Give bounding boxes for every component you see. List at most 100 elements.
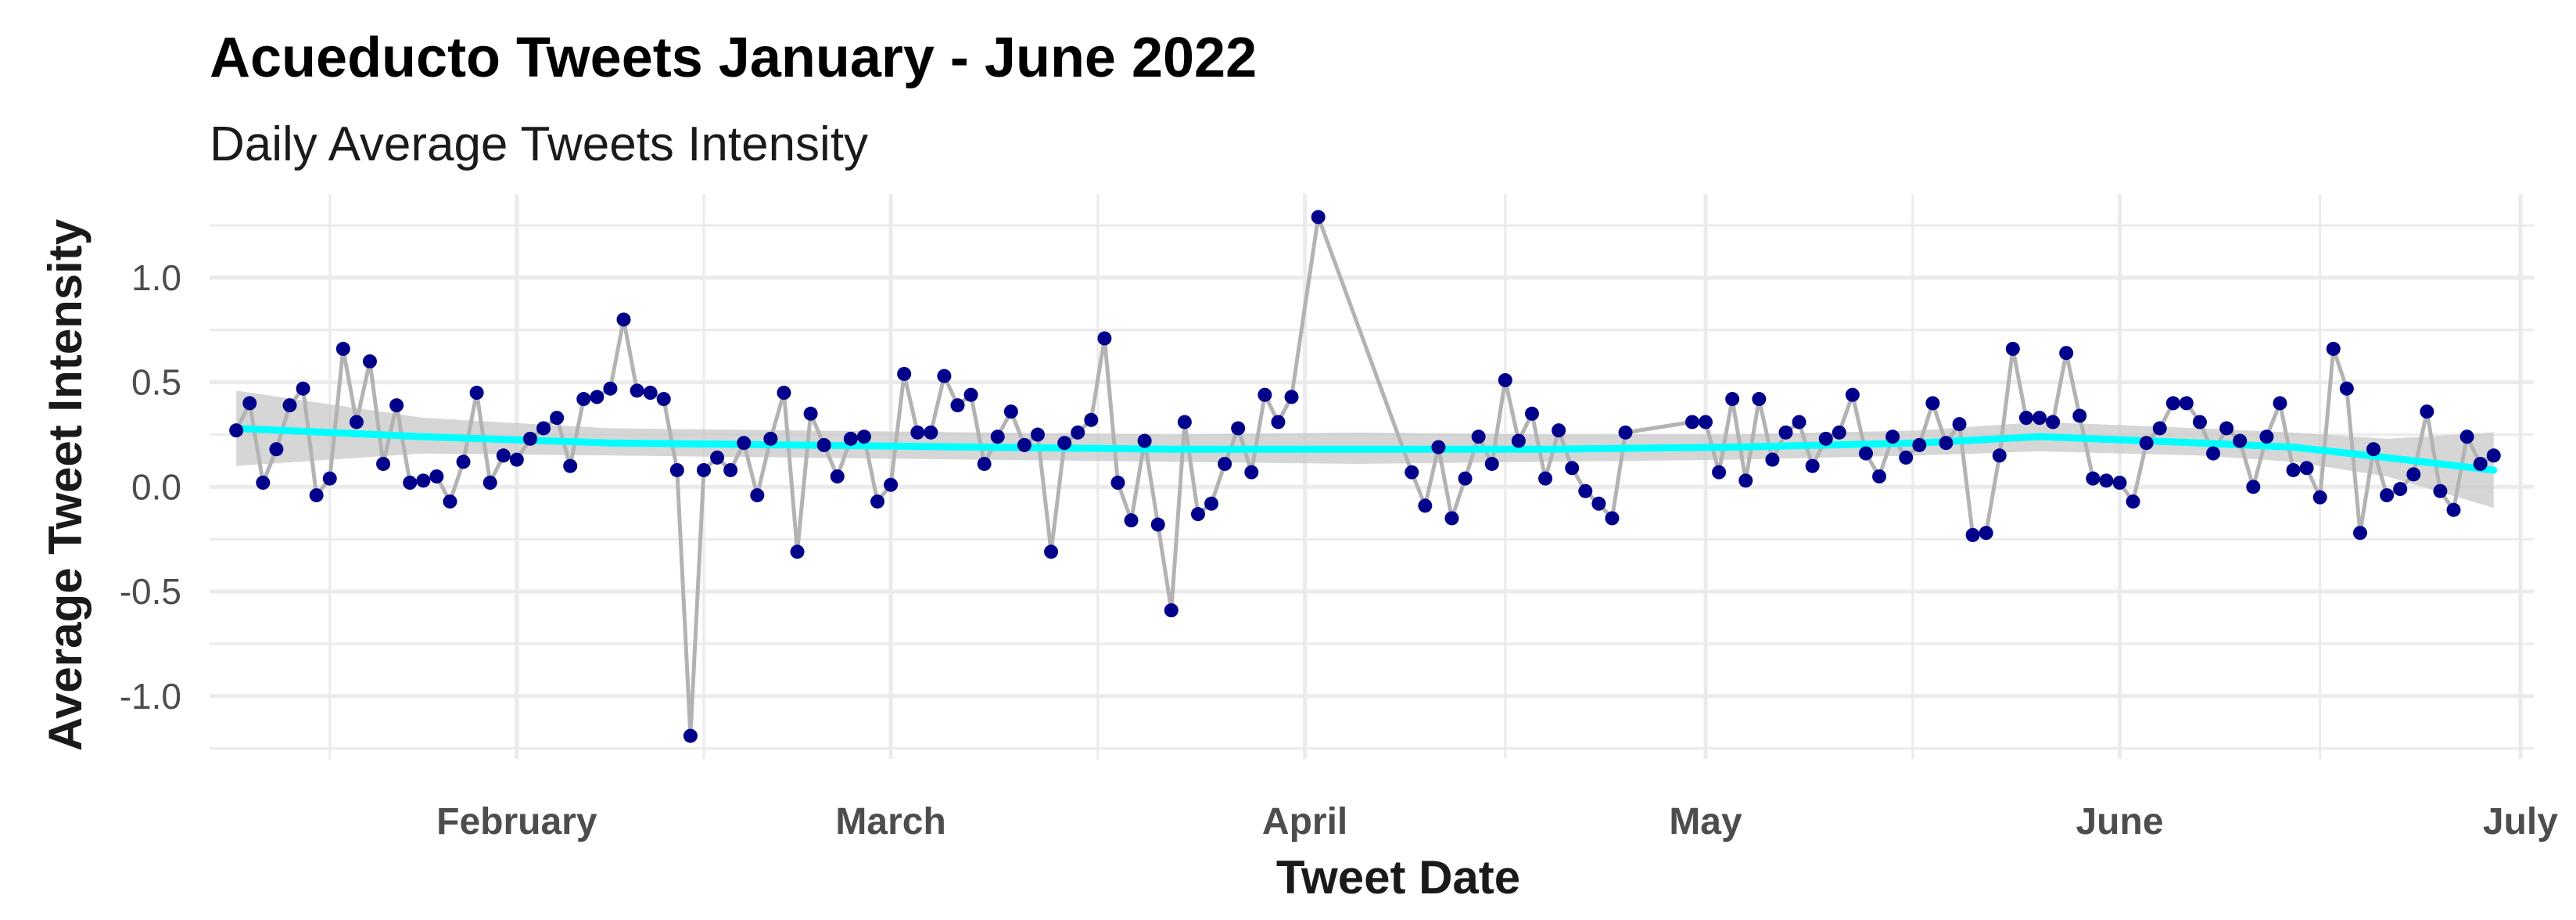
data-point [522,431,537,446]
data-point [1738,473,1753,488]
data-point [2352,526,2367,541]
data-point [963,387,978,402]
data-point [2233,433,2248,448]
data-point [1484,456,1499,471]
data-point [737,436,752,451]
data-point [1458,471,1473,486]
data-point [2139,436,2154,451]
data-point [2165,396,2180,411]
data-point [1538,471,1553,486]
data-point [1618,425,1633,440]
data-point [630,383,644,398]
data-point [563,458,578,473]
data-point [1578,483,1593,498]
data-point [443,494,457,509]
data-point [296,381,310,396]
data-point [669,462,684,477]
data-point [1231,421,1246,436]
data-point [1311,210,1326,225]
data-point [1752,392,1767,407]
data-point [2259,429,2274,444]
data-point [1431,440,1446,455]
data-point [1097,331,1112,346]
x-tick-label: March [835,801,945,843]
data-point [2192,415,2207,429]
data-point [1939,436,1954,451]
smoothed-trend-line [232,424,2498,474]
data-point [1925,396,1940,411]
data-point [590,390,605,404]
data-point [1164,603,1179,618]
x-tick-label: February [436,801,597,843]
y-tick-label: 0.5 [131,362,181,403]
data-point [1524,406,1539,421]
data-point [1471,429,1486,444]
y-tick-label: 0.0 [131,466,181,507]
y-axis-title: Average Tweet Intensity [39,218,91,751]
data-point [229,423,244,438]
data-point [416,473,431,488]
data-point [1218,456,1232,471]
data-point [897,366,912,381]
data-point [1284,390,1299,404]
data-point [2152,421,2167,436]
x-tick-label: May [1669,801,1742,843]
data-point [616,312,631,327]
data-point [2005,341,2020,356]
data-point [2206,446,2221,461]
data-point [1792,415,1806,429]
data-point [643,386,658,401]
data-point [1498,372,1512,387]
data-point [1591,496,1606,511]
data-point [1084,412,1099,427]
data-point [1552,423,1566,438]
data-point [2018,411,2033,426]
data-point [1805,458,1820,473]
data-point [1044,544,1059,559]
chart-title: Acueducto Tweets January - June 2022 [210,27,1257,89]
data-point [1845,387,1860,402]
data-point [469,386,484,401]
data-point [1150,517,1165,532]
data-point [910,425,925,440]
data-point [1778,425,1793,440]
data-point [950,398,965,413]
data-point [2179,396,2194,411]
data-point [1124,513,1139,528]
data-point [242,396,257,411]
data-point [362,354,377,368]
data-point [884,477,899,492]
data-point [1003,404,1018,419]
data-point [1699,415,1713,429]
data-point [429,469,444,483]
data-point [256,476,271,491]
data-point [816,437,831,452]
data-point [2299,461,2314,476]
data-point [790,544,805,559]
data-point [2326,341,2341,356]
data-point [1885,429,1900,444]
y-tick-labels: -1.0 -0.5 0.0 0.5 1.0 [120,257,181,717]
data-point [1405,465,1419,480]
data-point [2112,476,2127,491]
data-point [1684,415,1699,429]
data-point [1204,496,1219,511]
data-point [2219,421,2234,436]
x-axis-title: Tweet Date [1276,851,1520,904]
x-tick-labels: February March April May June July [436,801,2558,843]
data-point [2459,429,2474,444]
data-point [1057,436,1072,451]
data-point [2046,415,2061,429]
data-point [2486,448,2501,463]
data-point [1444,511,1459,526]
data-point [2246,480,2261,494]
data-point [456,455,471,469]
data-point [2273,396,2287,411]
data-point [335,341,350,356]
data-point [1017,437,1031,452]
data-point [1271,415,1286,429]
x-tick-label: July [2483,801,2558,843]
data-point [2393,482,2408,497]
data-point [309,488,324,503]
